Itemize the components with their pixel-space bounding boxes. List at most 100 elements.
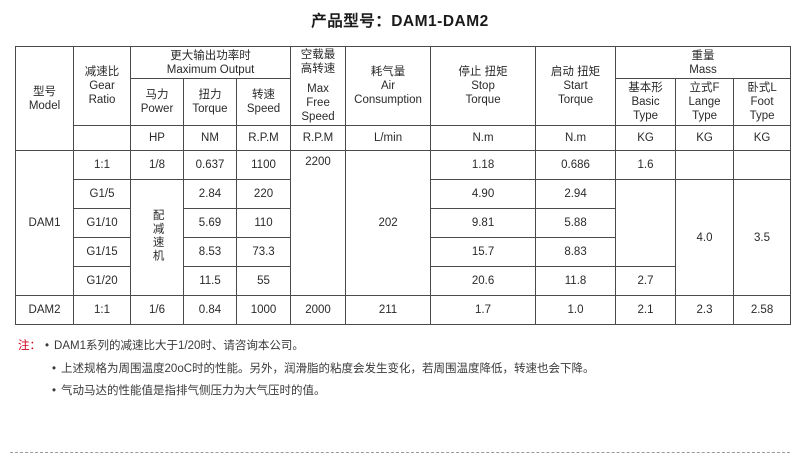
footnote-text: DAM1系列的减速比大于1/20时、请咨询本公司。 [54,340,304,353]
table-row: DAM2 1:1 1/6 0.84 1000 2000 211 1.7 1.0 … [15,295,792,326]
cell-air-consumption: 211 [345,295,432,326]
cell-lange-type: 4.0 [675,179,735,297]
header-model-cn: 型号 [33,85,56,98]
cell-start-torque: 2.94 [535,179,617,210]
header-model: 型号 Model [15,45,74,152]
unit-basic-type: KG [615,125,677,152]
cell-speed: 110 [235,208,292,239]
cell-stop-torque: 20.6 [430,266,537,297]
unit-power: HP [130,125,184,152]
header-gear-ratio-en2: Ratio [88,94,116,107]
header-start-torque-en1: Start [563,80,588,93]
header-air-consumption-en2: Consumption [354,94,422,107]
header-basic-type-cn: 基本形 [628,82,663,95]
header-air-consumption-en1: Air [381,80,396,93]
cell-basic-type: 1.6 [615,150,677,181]
units-row: HP NM R.P.M R.P.M L/min N.m N.m KG KG KG [16,125,792,152]
cell-max-free-speed: 2000 [290,295,347,326]
header-max-free-speed-cn2: 高转速 [300,63,336,76]
footnote-item: 注： • DAM1系列的减速比大于1/20时、请咨询本公司。 [18,339,800,355]
cell-torque: 0.637 [183,150,237,181]
header-max-free-speed-en2: Free [306,97,330,110]
cell-stop-torque: 9.81 [430,208,537,239]
cell-stop-torque: 1.7 [430,295,537,326]
unit-torque: NM [183,125,237,152]
cell-gearbox-note: 配减速机 [130,179,184,297]
gearbox-note-text: 配减速机 [151,208,164,263]
header-maximum-output-cn: 更大输出功率时 [170,49,251,62]
footnote-text: 上述规格为周围温度20oC时的性能。另外，润滑脂的粘度会发生变化，若周围温度降低… [61,362,595,375]
cell-torque: 5.69 [183,208,237,239]
cell-foot-type: 3.5 [733,179,792,297]
table-row: G1/15 8.53 73.3 15.7 8.83 [16,237,791,268]
cell-start-torque: 5.88 [535,208,617,239]
header-row-group: 型号 Model 减速比 Gear Ratio 更大输出功率时 Maximum … [15,45,792,152]
header-air-consumption: 耗气量 Air Consumption [345,45,432,127]
spec-table-container: 型号 Model 减速比 Gear Ratio 更大输出功率时 Maximum … [15,45,792,326]
unit-stop-torque: N.m [430,125,537,152]
header-speed-cn: 转速 [252,89,276,102]
cell-basic-type: 2.1 [615,295,677,326]
header-basic-type: 基本形 Basic Type [615,78,677,127]
header-foot-type: 卧式L Foot Type [733,78,792,127]
header-power: 马力 Power [130,78,184,127]
bullet-icon: • [52,362,57,375]
page-title: 产品型号：DAM1-DAM2 [311,13,489,30]
unit-lange-type: KG [675,125,735,152]
cell-lange-type: 2.3 [675,295,735,326]
header-stop-torque-en1: Stop [471,80,495,93]
footnote-label: 注： [18,340,41,353]
header-maximum-output: 更大输出功率时 Maximum Output [129,45,292,80]
cell-stop-torque: 1.18 [430,150,537,181]
cell-torque: 11.5 [183,266,237,297]
header-start-torque-cn: 启动 扭矩 [550,66,601,79]
header-stop-torque-cn: 停止 扭矩 [458,66,508,79]
header-lange-type-en1: Lange [688,96,721,109]
cell-max-free-speed: 2200 [290,150,347,297]
header-foot-type-en2: Type [749,110,775,123]
cell-start-torque: 8.83 [535,237,617,268]
unit-gear-ratio [73,125,131,152]
cell-speed: 1000 [235,295,292,326]
cell-model: DAM1 [15,150,74,297]
cell-stop-torque: 15.7 [430,237,537,268]
unit-speed: R.P.M [235,125,292,152]
table-body: DAM1 1:1 1/8 0.637 1100 2200 202 1.18 0.… [15,150,792,326]
header-model-en: Model [28,99,61,112]
header-speed-en: Speed [246,103,281,116]
table-row: G1/20 11.5 55 20.6 11.8 2.7 [16,266,791,297]
cell-basic-type-empty [615,179,677,268]
header-torque-cn: 扭力 [198,89,222,102]
header-lange-type-cn: 立式F [689,82,720,95]
header-gear-ratio: 减速比 Gear Ratio [73,45,131,127]
header-power-cn: 马力 [145,89,169,102]
cell-power: 1/8 [130,150,184,181]
cell-gear-ratio: G1/15 [73,237,131,268]
unit-max-free-speed: R.P.M [290,125,347,152]
header-mass-en: Mass [689,63,717,76]
cell-torque: 0.84 [183,295,237,326]
cell-lange-type [675,150,735,181]
unit-start-torque: N.m [535,125,617,152]
cell-speed: 220 [235,179,292,210]
cell-foot-type [733,150,792,181]
header-start-torque: 启动 扭矩 Start Torque [535,45,617,127]
header-torque: 扭力 Torque [183,78,237,127]
header-foot-type-en1: Foot [750,96,774,109]
header-gear-ratio-cn: 减速比 [84,66,120,79]
header-start-torque-en2: Torque [557,94,594,107]
footnote-item: • 上述规格为周围温度20oC时的性能。另外，润滑脂的粘度会发生变化，若周围温度… [18,362,800,378]
footnote-item: • 气动马达的性能值是指排气侧压力为大气压时的值。 [18,384,800,400]
header-torque-en: Torque [192,103,228,116]
header-maximum-output-en: Maximum Output [166,63,255,76]
cell-basic-type: 2.7 [615,266,677,297]
cell-air-consumption: 202 [345,150,432,297]
header-stop-torque: 停止 扭矩 Stop Torque [430,45,537,127]
header-max-free-speed: 空载最 高转速 Max Free Speed [290,45,347,127]
cell-torque: 8.53 [183,237,237,268]
table-row: DAM1 1:1 1/8 0.637 1100 2200 202 1.18 0.… [15,150,792,297]
table-head: 型号 Model 减速比 Gear Ratio 更大输出功率时 Maximum … [15,45,792,152]
cell-gear-ratio: G1/5 [73,179,131,210]
header-max-free-speed-cn1: 空载最 [300,49,336,61]
